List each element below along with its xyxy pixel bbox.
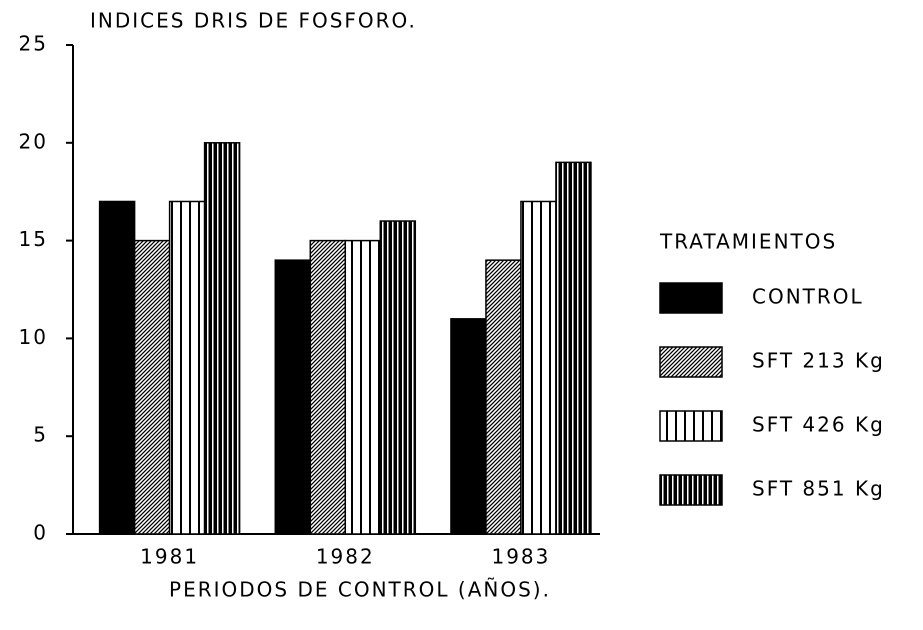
legend-label: SFT 851 Kg (752, 477, 885, 501)
bar (274, 259, 312, 535)
x-tick-label: 1983 (491, 545, 550, 569)
bar (450, 318, 487, 535)
legend-swatch (659, 282, 723, 314)
legend-swatch (659, 474, 723, 506)
legend-swatch (659, 346, 723, 378)
legend-label: SFT 213 Kg (752, 349, 885, 373)
bar (133, 239, 171, 535)
legend-label: SFT 426 Kg (752, 413, 885, 437)
bar (168, 200, 206, 535)
bar (344, 239, 382, 535)
chart-title: INDICES DRIS DE FOSFORO. (90, 9, 417, 33)
x-tick-label: 1981 (140, 545, 199, 569)
y-tick-label: 10 (19, 325, 48, 349)
legend-swatch (659, 410, 723, 442)
legend-label: CONTROL (752, 285, 864, 309)
bar (203, 142, 241, 535)
bar (309, 239, 347, 535)
legend-title: TRATAMIENTOS (659, 230, 837, 254)
bar (379, 220, 417, 535)
y-tick-label: 5 (33, 423, 48, 447)
y-tick-label: 0 (33, 521, 48, 545)
x-axis-label: PERIODOS DE CONTROL (AÑOS). (169, 578, 551, 602)
bar (485, 259, 522, 535)
y-tick-label: 25 (19, 32, 48, 56)
x-tick-label: 1982 (316, 545, 375, 569)
y-tick-label: 20 (19, 129, 48, 153)
bar (98, 200, 136, 535)
bar (555, 161, 592, 535)
bar (520, 200, 557, 535)
y-tick-label: 15 (19, 227, 48, 251)
